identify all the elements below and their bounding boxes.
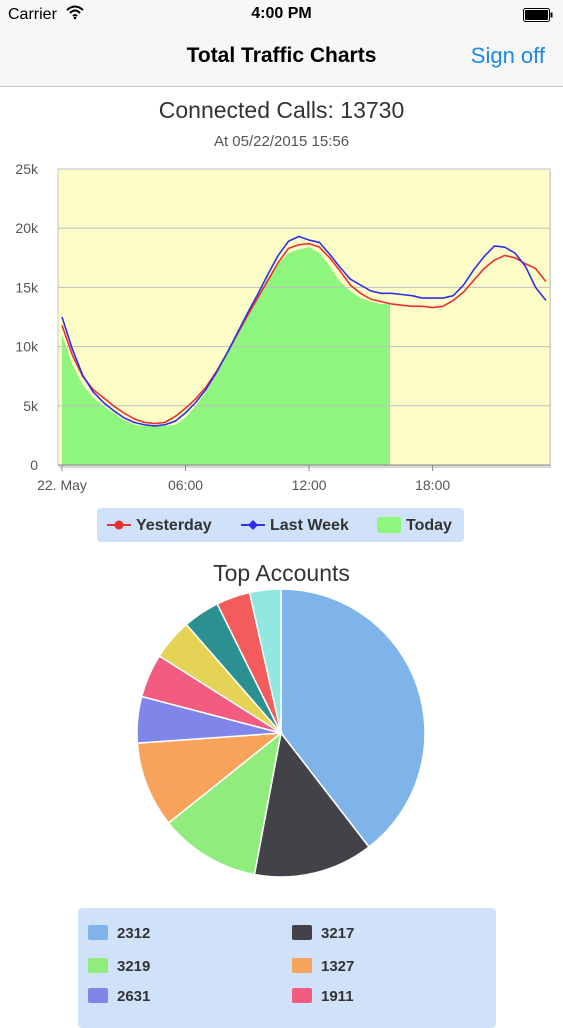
pie-slice-1327[interactable]	[136, 732, 284, 824]
y-tick-label: 15k	[15, 279, 39, 295]
page-title: Total Traffic Charts	[186, 44, 377, 67]
pie-legend-item[interactable]: 2312	[117, 925, 151, 942]
x-tick-label: 06:00	[168, 477, 203, 493]
pie-slice-2312[interactable]	[280, 588, 426, 849]
carrier-label: Carrier	[8, 6, 57, 23]
y-tick-label: 20k	[15, 220, 39, 236]
y-tick-label: 25k	[15, 161, 39, 177]
pie-slice-3219[interactable]	[167, 731, 283, 876]
clock: 4:00 PM	[251, 5, 312, 22]
traffic-line-chart: 0 5k 10k 15k 20k 25k 22. May 06:00 12:00 18:00	[15, 161, 551, 493]
sign-off-button[interactable]: Sign off	[470, 43, 545, 68]
legend-swatch-2631	[88, 988, 108, 1003]
pie-chart-legend: 2312 3217 3219 1327 2631 1911	[78, 908, 496, 1028]
pie-slice[interactable]	[248, 588, 282, 734]
pie-legend-item[interactable]: 3217	[321, 925, 355, 942]
line-chart-legend: Yesterday Last Week Today	[97, 508, 464, 542]
legend-swatch-2312	[88, 925, 108, 940]
yesterday-legend-marker	[107, 520, 131, 530]
status-bar: Carrier 4:00 PM	[0, 0, 563, 30]
line-chart-title: Connected Calls: 13730	[158, 97, 405, 123]
series-today-area	[62, 247, 391, 465]
last-week-legend-marker	[241, 520, 265, 530]
legend-swatch-3219	[88, 958, 108, 973]
y-tick-label: 5k	[23, 398, 39, 414]
x-tick-label: 22. May	[37, 477, 87, 493]
series-last-week-line	[61, 235, 547, 427]
legend-swatch-1327	[292, 958, 312, 973]
x-tick-label: 18:00	[415, 477, 450, 493]
legend-yesterday[interactable]: Yesterday	[136, 517, 212, 534]
pie-legend-item[interactable]: 2631	[117, 988, 151, 1005]
y-tick-label: 10k	[15, 339, 39, 355]
legend-last-week[interactable]: Last Week	[270, 517, 349, 534]
series-yesterday-line	[61, 242, 547, 425]
wifi-icon	[66, 5, 84, 20]
pie-slice-3217[interactable]	[253, 731, 371, 878]
today-legend-marker	[377, 517, 401, 533]
nav-bar: Total Traffic Charts Sign off	[0, 30, 563, 87]
pie-legend-item[interactable]: 3219	[117, 958, 151, 975]
line-chart-subtitle: At 05/22/2015 15:56	[213, 133, 350, 150]
pie-chart-title: Top Accounts	[213, 560, 350, 586]
legend-swatch-1911	[292, 988, 312, 1003]
battery-icon	[523, 8, 553, 22]
top-accounts-pie-chart	[136, 588, 426, 878]
pie-legend-item[interactable]: 1911	[321, 988, 354, 1005]
legend-today[interactable]: Today	[406, 517, 452, 534]
legend-swatch-3217	[292, 925, 312, 940]
y-tick-label: 0	[30, 457, 38, 473]
x-tick-label: 12:00	[292, 477, 327, 493]
pie-legend-item[interactable]: 1327	[321, 958, 355, 975]
